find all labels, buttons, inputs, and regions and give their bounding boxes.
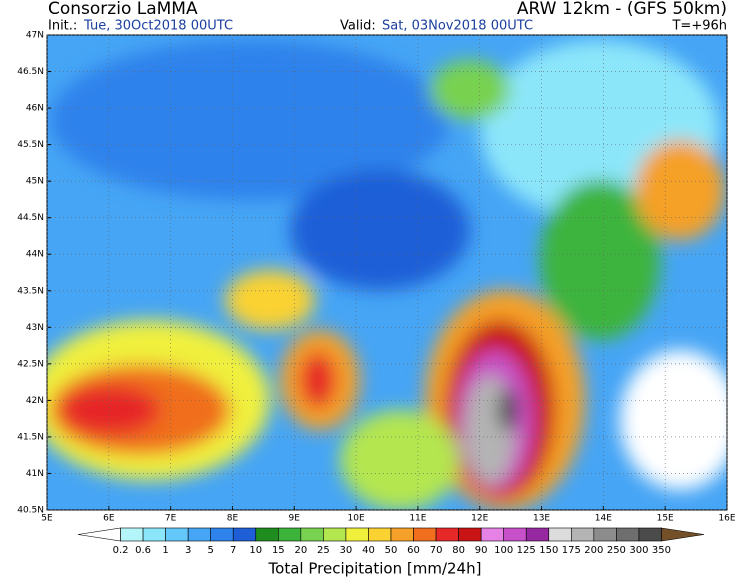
lon-label: 11E [409,514,426,524]
lat-label: 46N [26,104,44,114]
colorbar-box [458,527,482,542]
colorbar-label: 1 [162,545,168,556]
colorbar-box [638,527,662,542]
lat-label: 42.5N [17,359,44,369]
lat-label: 43N [26,323,44,333]
colorbar-box [232,527,257,542]
lat-label: 42N [26,396,44,406]
lat-label: 41N [26,469,44,479]
colorbar-title: Total Precipitation [mm/24h] [268,560,482,578]
colorbar-label: 0.2 [113,545,129,556]
init-time: Tue, 30Oct2018 00UTC [83,19,233,34]
colorbar-label: 20 [294,545,307,556]
colorbar-box [165,527,189,542]
colorbar-label: 150 [539,545,558,556]
colorbar-end [661,527,705,542]
colorbar-box [435,527,459,542]
lon-label: 7E [165,514,177,524]
model: ARW 12km - (GFS 50km) [517,0,727,19]
lat-label: 41.5N [17,432,44,442]
colorbar-box [120,527,144,542]
colorbar-box [616,527,640,542]
colorbar-label: 125 [517,545,536,556]
colorbar-box [390,527,414,542]
lon-label: 12E [471,514,488,524]
lat-label: 43.5N [17,286,44,296]
colorbar-box [525,527,550,542]
colorbar-label: 250 [607,545,626,556]
colorbar-label: 60 [407,545,420,556]
colorbar-label: 7 [230,545,236,556]
colorbar-box [255,527,279,542]
lon-label: 10E [348,514,365,524]
colorbar-box [210,527,234,542]
colorbar-box [323,527,347,542]
colorbar-label: 5 [208,545,214,556]
lon-label: 8E [227,514,239,524]
axes: 47N 46.5N 46N 45.5N 45N 44.5N 44N 43.5N 43N 42.5N… [17,31,736,524]
lon-label: 14E [595,514,612,524]
colorbar-label: 70 [430,545,443,556]
colorbar-label: 0.6 [135,545,151,556]
lat-label: 46.5N [17,67,44,77]
lat-label: 44.5N [17,213,44,223]
colorbar: 0.2 0.6 1 3 5 7 10 15 20 25 30 40 50 60 70 80 90 100 125 15… [77,527,705,556]
colorbar-label: 40 [362,545,375,556]
colorbar-label: 200 [584,545,603,556]
colorbar-label: 25 [317,545,330,556]
colorbar-label: 350 [652,545,671,556]
colorbar-end [77,527,121,542]
lat-label: 44N [26,250,44,260]
lat-label: 40.5N [17,506,44,516]
lon-label: 9E [289,514,301,524]
colorbar-box [413,527,437,542]
lon-label: 16E [718,514,735,524]
colorbar-label: 30 [340,545,353,556]
colorbar-box [480,527,504,542]
precip-field [47,35,727,510]
lat-label: 45.5N [17,140,44,150]
lon-label: 15E [657,514,674,524]
colorbar-box [300,527,324,542]
colorbar-label: 90 [475,545,488,556]
colorbar-label: 100 [494,545,513,556]
colorbar-label: 175 [562,545,581,556]
init-label: Init.: [48,19,77,34]
colorbar-box [593,527,617,542]
colorbar-box [503,527,527,542]
colorbar-label: 50 [385,545,398,556]
valid-time: Sat, 03Nov2018 00UTC [382,19,533,34]
colorbar-box [368,527,392,542]
colorbar-box [548,527,572,542]
colorbar-label: 80 [452,545,465,556]
colorbar-label: 300 [629,545,648,556]
colorbar-label: 15 [272,545,285,556]
colorbar-label: 10 [249,545,262,556]
lon-label: 5E [41,514,53,524]
lon-label: 6E [103,514,115,524]
valid-label: Valid: [340,19,376,34]
lon-label: 13E [533,514,550,524]
lat-label: 47N [26,31,44,41]
lead-time: T=+96h [671,19,727,34]
colorbar-box [571,527,595,542]
colorbar-box [187,527,211,542]
colorbar-box [278,527,302,542]
lat-label: 45N [26,177,44,187]
agency: Consorzio LaMMA [48,0,198,19]
colorbar-box [345,527,369,542]
colorbar-label: 3 [185,545,191,556]
colorbar-box [142,527,166,542]
